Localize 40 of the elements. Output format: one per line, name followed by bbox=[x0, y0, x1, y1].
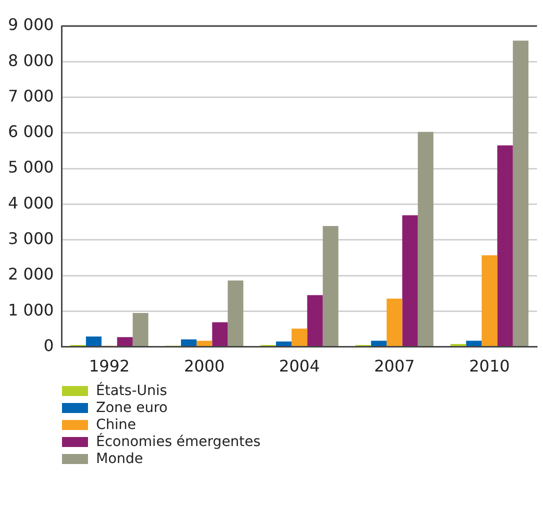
bar bbox=[117, 337, 133, 346]
x-tick-label: 2010 bbox=[469, 356, 510, 376]
x-tick-label: 2004 bbox=[279, 356, 320, 376]
legend-label: Économies émergentes bbox=[96, 434, 261, 450]
bar bbox=[276, 341, 292, 346]
legend-label: Zone euro bbox=[96, 400, 168, 416]
bar bbox=[322, 226, 338, 346]
bar bbox=[482, 255, 498, 346]
legend-label: Monde bbox=[96, 450, 144, 466]
y-tick-label: 3 000 bbox=[8, 229, 54, 248]
bar bbox=[212, 322, 228, 346]
x-tick-label: 2007 bbox=[374, 356, 415, 376]
y-tick-label: 7 000 bbox=[8, 86, 54, 106]
bar bbox=[466, 340, 482, 346]
y-tick-label: 0 bbox=[44, 336, 54, 355]
y-tick-label: 4 000 bbox=[8, 193, 54, 212]
y-tick-label: 9 000 bbox=[8, 15, 54, 34]
y-tick-label: 6 000 bbox=[8, 122, 54, 142]
bar bbox=[180, 339, 197, 346]
legend-label: Chine bbox=[96, 416, 136, 432]
y-tick-label: 8 000 bbox=[8, 50, 54, 70]
bar bbox=[386, 298, 402, 346]
bar bbox=[402, 215, 418, 346]
y-tick-label: 1 000 bbox=[8, 300, 54, 320]
bar bbox=[86, 336, 102, 346]
y-tick-label: 2 000 bbox=[8, 264, 54, 284]
x-tick-label: 2000 bbox=[184, 356, 225, 376]
bar bbox=[450, 344, 466, 346]
bar bbox=[307, 295, 323, 346]
bar bbox=[292, 328, 308, 346]
x-tick-label: 1992 bbox=[88, 356, 130, 376]
bar bbox=[132, 312, 148, 346]
bar bbox=[196, 340, 212, 346]
bar bbox=[228, 280, 244, 346]
bar bbox=[418, 132, 434, 346]
bar bbox=[497, 145, 513, 346]
bar bbox=[371, 340, 387, 346]
bar bbox=[512, 40, 528, 346]
legend-label: États-Unis bbox=[96, 382, 168, 398]
y-tick-label: 5 000 bbox=[8, 158, 54, 177]
